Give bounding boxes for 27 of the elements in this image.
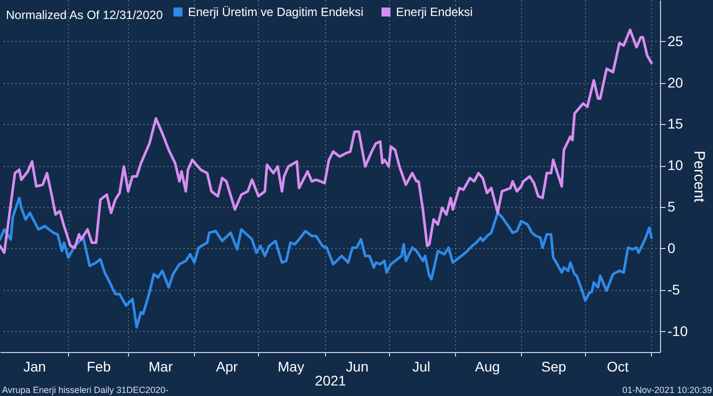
y-tick-label: 15 <box>668 116 684 132</box>
x-tick-label: Sep <box>541 358 566 374</box>
x-tick-label: Apr <box>216 358 238 374</box>
x-tick-label: May <box>278 358 304 374</box>
legend-title: Normalized As Of 12/31/2020 <box>6 8 164 22</box>
x-tick-label: Jul <box>412 358 430 374</box>
y-tick-label: -5 <box>668 281 680 298</box>
x-tick-label: Aug <box>475 358 500 374</box>
y-tick-label: 10 <box>668 157 684 174</box>
y-tick-label: 20 <box>668 74 684 90</box>
y-tick-label: -10 <box>668 322 688 339</box>
text: Avrupa Enerji hisseleri Daily 31DEC2020- <box>2 385 168 395</box>
y-axis-title: Percent <box>690 150 708 204</box>
x-tick-label: Jun <box>346 358 368 374</box>
line-series <box>0 28 653 254</box>
text: 01-Nov-2021 10:20:39 <box>622 385 712 395</box>
legend-label: Enerji Üretim ve Dagitim Endeksi <box>188 5 364 19</box>
x-tick-label: Feb <box>86 358 112 374</box>
legend-label: Enerji Endeksi <box>396 5 473 19</box>
x-tick-label: Jan <box>23 358 46 374</box>
x-tick-label: Oct <box>606 358 629 374</box>
y-tick-label: 0 <box>668 240 676 256</box>
x-tick-label: Mar <box>148 358 174 374</box>
x-axis-title: 2021 <box>314 372 346 388</box>
y-tick-label: 25 <box>668 32 684 49</box>
line-series <box>0 196 653 328</box>
y-tick-label: 5 <box>668 198 676 215</box>
